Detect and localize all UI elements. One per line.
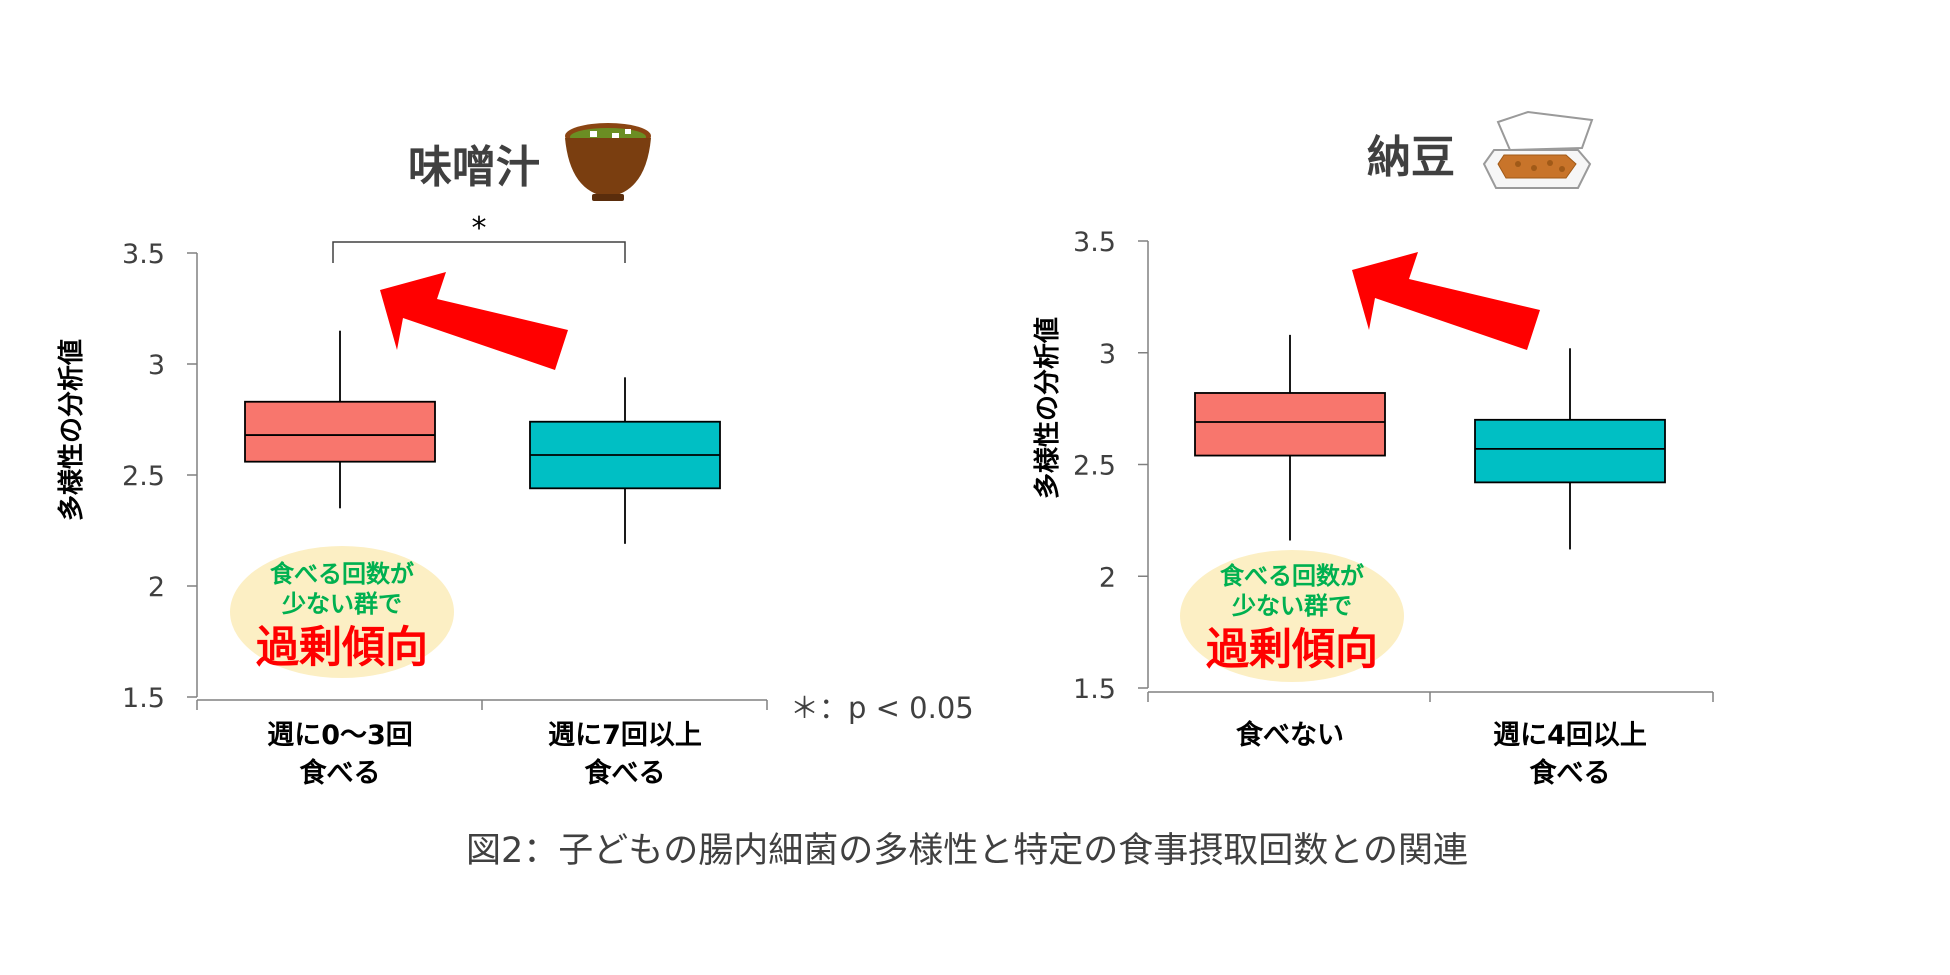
y-tick-label: 2.5 [122,461,165,492]
box-plot [1474,348,1666,550]
bubble-line: 食べる回数が [270,560,414,588]
y-axis-title: 多様性の分析値 [1032,317,1063,499]
bubble-emphasis: 過剰傾向 [1206,625,1378,675]
box-plot [529,377,721,544]
y-axis: 1.5 2 2.5 3 3.5 [1073,227,1149,705]
box-series [1194,334,1666,550]
category-label: 週に7回以上 [548,720,702,751]
y-tick-label: 1.5 [122,683,165,714]
bubble-emphasis: 過剰傾向 [256,623,428,673]
p-value-note: ＊：p < 0.05 [790,691,974,725]
trend-arrow [1352,252,1540,350]
y-tick-label: 3 [148,350,165,381]
y-axis-title: 多様性の分析値 [56,339,87,521]
bubble-line: 少ない群で [281,590,402,618]
bubble-line: 少ない群で [1231,592,1352,620]
category-label: 週に4回以上 [1493,720,1647,751]
y-axis: 1.5 2 2.5 3 3.5 [122,239,198,714]
trend-arrow [380,272,568,370]
miso-soup-bowl-icon [565,123,651,201]
box-plot [1194,334,1386,541]
y-tick-label: 3.5 [1073,227,1116,258]
x-axis [1147,691,1714,702]
y-tick-label: 2 [1099,562,1116,593]
iqr-box [1194,392,1386,457]
category-label: 週に0〜3回 [267,720,413,751]
annotation-bubble: 食べる回数が 少ない群で 過剰傾向 [1180,550,1404,682]
natto-chart: 納豆 1.5 2 2.5 3 3.5 多様性の分析値 食べない 週に4回以上 食べる [1032,110,1714,789]
iqr-box [1474,418,1666,484]
box-plot [244,330,436,509]
category-label: 食べる [300,757,381,789]
natto-pack-icon [1482,110,1594,189]
iqr-box [244,400,436,463]
annotation-bubble: 食べる回数が 少ない群で 過剰傾向 [230,546,454,678]
y-tick-label: 2 [148,572,165,603]
chart-title: 味噌汁 [408,142,540,193]
chart-title: 納豆 [1367,132,1455,183]
category-label: 食べない [1236,719,1344,751]
miso-soup-chart: 味噌汁 1.5 2 2.5 3 3.5 多様性の分析値 週に0〜3回 食べる [56,123,768,789]
y-tick-label: 3 [1099,339,1116,370]
significance-marker: * [472,211,487,246]
box-series [244,330,721,544]
significance-bracket: * [332,211,626,263]
bubble-line: 食べる回数が [1220,562,1364,590]
x-axis [196,699,768,710]
figure-caption: 図2：子どもの腸内細菌の多様性と特定の食事摂取回数との関連 [466,831,1468,871]
category-label: 食べる [1530,757,1611,789]
y-tick-label: 3.5 [122,239,165,270]
y-tick-label: 2.5 [1073,451,1116,482]
category-label: 食べる [585,757,666,789]
y-tick-label: 1.5 [1073,674,1116,705]
